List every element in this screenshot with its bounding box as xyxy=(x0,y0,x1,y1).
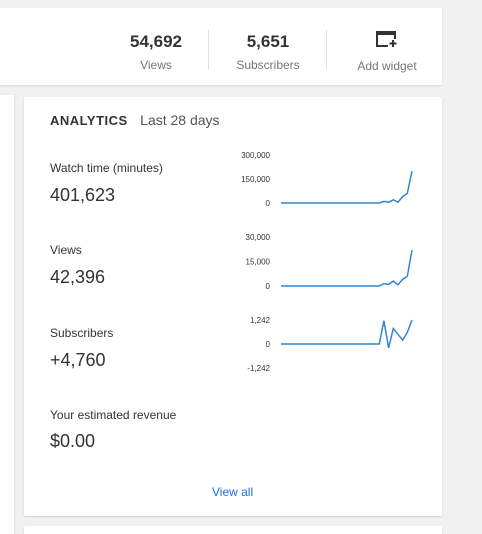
subscribers-metric-value: +4,760 xyxy=(50,350,106,370)
y-tick-label: 1,242 xyxy=(250,316,271,325)
analytics-header: ANALYTICS Last 28 days xyxy=(50,112,220,130)
sparkline-series xyxy=(281,319,413,349)
sparkline-charts: 300,000 150,000 0 30,000 15,000 0 1,242 0 -1,242 xyxy=(241,151,413,373)
subscribers-count: 5,651 xyxy=(246,32,290,51)
watch-time-value: 401,623 xyxy=(50,185,116,205)
views-count: 54,692 xyxy=(130,32,182,51)
y-tick-label: 150,000 xyxy=(241,175,270,184)
analytics-period: Last 28 days xyxy=(140,112,220,128)
side-panel xyxy=(0,95,14,534)
revenue-value: $0.00 xyxy=(50,431,96,451)
y-tick-label: -1,242 xyxy=(247,364,270,373)
views-stat[interactable]: 54,692 Views xyxy=(112,32,200,72)
y-tick-label: 300,000 xyxy=(241,151,270,160)
view-all-link[interactable]: View all xyxy=(212,485,254,499)
sparkline-series xyxy=(281,170,413,204)
y-tick-label: 30,000 xyxy=(246,233,271,242)
next-card xyxy=(24,526,442,534)
y-tick-label: 0 xyxy=(266,199,271,208)
subscribers-stat[interactable]: 5,651 Subscribers xyxy=(224,32,312,72)
channel-stats-card: 54,692 Views 5,651 Subscribers Add widge… xyxy=(0,8,442,85)
y-tick-label: 15,000 xyxy=(246,258,271,267)
stat-divider xyxy=(326,30,327,70)
add-widget-icon xyxy=(376,31,398,49)
add-widget-label: Add widget xyxy=(357,59,417,73)
y-tick-label: 0 xyxy=(266,340,271,349)
stat-divider xyxy=(208,30,209,70)
analytics-title: ANALYTICS xyxy=(50,113,128,128)
subscribers-label: Subscribers xyxy=(236,58,300,72)
analytics-card: ANALYTICS Last 28 days Watch time (minut… xyxy=(24,97,442,516)
sparkline-series xyxy=(281,249,413,287)
subscribers-metric-label: Subscribers xyxy=(50,326,114,340)
views-metric-label: Views xyxy=(50,243,82,257)
add-widget-button[interactable]: Add widget xyxy=(352,30,422,73)
y-tick-label: 0 xyxy=(266,282,271,291)
views-metric-value: 42,396 xyxy=(50,267,106,287)
watch-time-label: Watch time (minutes) xyxy=(50,161,163,175)
revenue-label: Your estimated revenue xyxy=(50,408,177,422)
views-label: Views xyxy=(140,58,172,72)
